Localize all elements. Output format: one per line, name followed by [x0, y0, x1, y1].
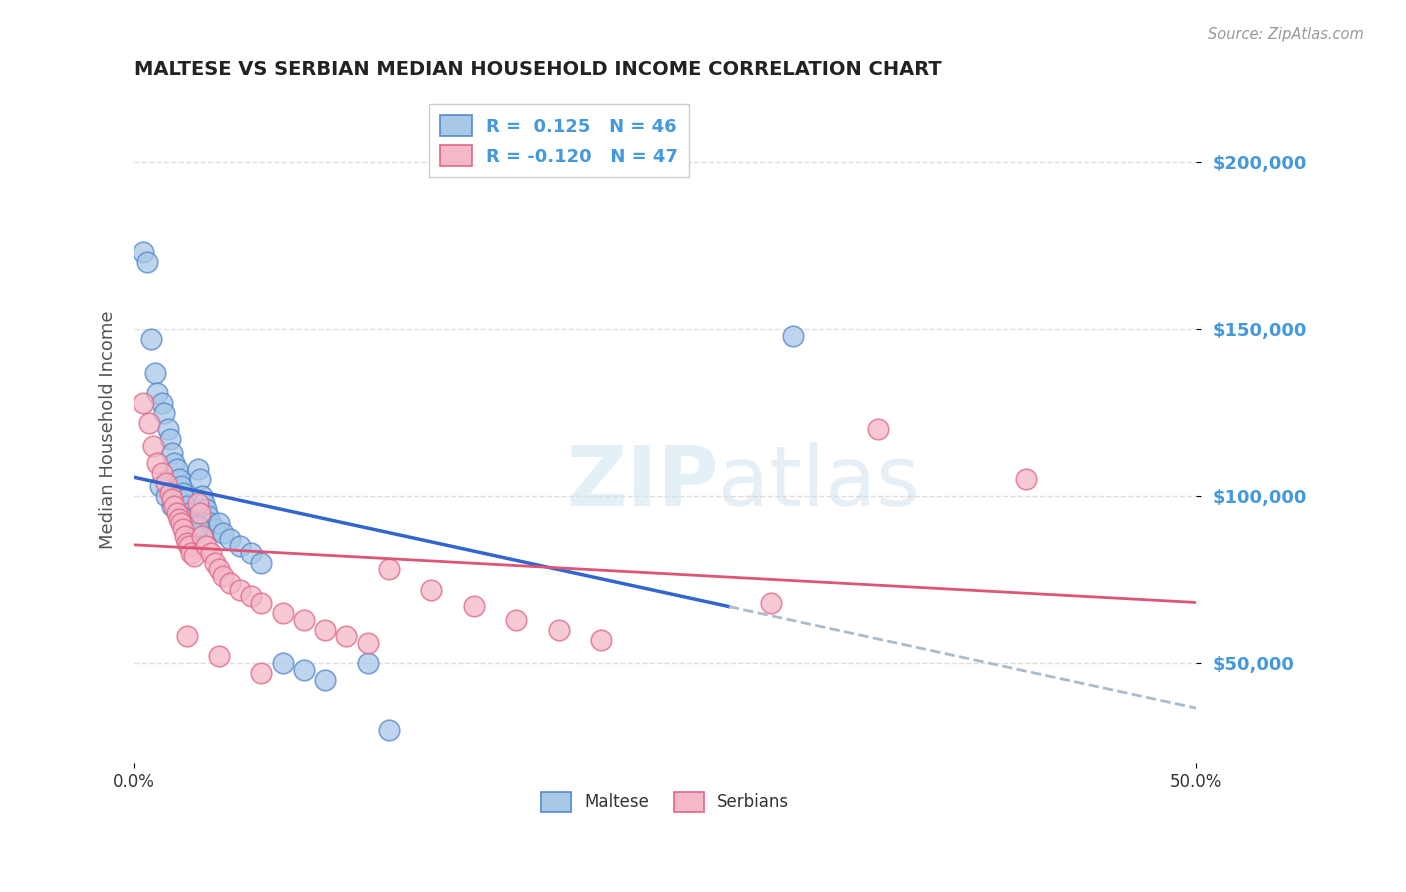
Point	[204, 523, 226, 537]
Point	[239, 589, 262, 603]
Point	[357, 636, 380, 650]
Point	[176, 629, 198, 643]
Point	[378, 562, 401, 576]
Point	[239, 546, 262, 560]
Text: atlas: atlas	[718, 442, 920, 524]
Point	[174, 492, 197, 507]
Point	[166, 506, 188, 520]
Point	[162, 492, 184, 507]
Point	[463, 599, 485, 614]
Point	[335, 629, 357, 643]
Point	[167, 472, 190, 486]
Point	[157, 422, 180, 436]
Point	[183, 549, 205, 563]
Point	[180, 512, 202, 526]
Point	[188, 506, 211, 520]
Point	[1015, 472, 1038, 486]
Point	[150, 466, 173, 480]
Point	[212, 569, 235, 583]
Point	[212, 525, 235, 540]
Point	[197, 509, 219, 524]
Text: ZIP: ZIP	[565, 442, 718, 524]
Point	[155, 489, 177, 503]
Point	[155, 475, 177, 490]
Point	[250, 556, 273, 570]
Point	[152, 406, 174, 420]
Point	[162, 499, 184, 513]
Point	[183, 519, 205, 533]
Point	[142, 439, 165, 453]
Point	[172, 523, 194, 537]
Point	[148, 479, 170, 493]
Point	[188, 472, 211, 486]
Point	[131, 245, 153, 260]
Point	[150, 395, 173, 409]
Point	[292, 613, 315, 627]
Point	[176, 499, 198, 513]
Point	[180, 546, 202, 560]
Point	[138, 416, 160, 430]
Point	[208, 649, 231, 664]
Point	[420, 582, 443, 597]
Point	[782, 328, 804, 343]
Point	[179, 539, 201, 553]
Point	[170, 509, 193, 524]
Point	[229, 582, 252, 597]
Point	[176, 536, 198, 550]
Point	[166, 462, 188, 476]
Point	[146, 385, 169, 400]
Point	[187, 519, 209, 533]
Point	[218, 575, 240, 590]
Point	[505, 613, 527, 627]
Point	[200, 516, 222, 530]
Legend: Maltese, Serbians: Maltese, Serbians	[531, 782, 800, 822]
Point	[167, 512, 190, 526]
Point	[184, 525, 207, 540]
Point	[548, 623, 571, 637]
Point	[163, 499, 186, 513]
Point	[761, 596, 783, 610]
Point	[143, 366, 166, 380]
Point	[174, 529, 197, 543]
Point	[146, 456, 169, 470]
Point	[378, 723, 401, 737]
Point	[191, 529, 214, 543]
Point	[314, 673, 336, 687]
Point	[250, 665, 273, 680]
Point	[292, 663, 315, 677]
Point	[193, 496, 215, 510]
Point	[271, 656, 294, 670]
Point	[159, 485, 181, 500]
Point	[191, 489, 214, 503]
Text: MALTESE VS SERBIAN MEDIAN HOUSEHOLD INCOME CORRELATION CHART: MALTESE VS SERBIAN MEDIAN HOUSEHOLD INCO…	[134, 60, 942, 78]
Point	[170, 479, 193, 493]
Point	[208, 516, 231, 530]
Point	[131, 395, 153, 409]
Point	[170, 516, 193, 530]
Point	[163, 456, 186, 470]
Y-axis label: Median Household Income: Median Household Income	[100, 310, 117, 549]
Point	[159, 432, 181, 446]
Point	[200, 546, 222, 560]
Point	[271, 606, 294, 620]
Point	[208, 562, 231, 576]
Point	[218, 533, 240, 547]
Point	[229, 539, 252, 553]
Point	[179, 506, 201, 520]
Point	[250, 596, 273, 610]
Point	[187, 462, 209, 476]
Point	[187, 496, 209, 510]
Point	[195, 539, 218, 553]
Point	[172, 485, 194, 500]
Text: Source: ZipAtlas.com: Source: ZipAtlas.com	[1208, 27, 1364, 42]
Point	[866, 422, 889, 436]
Point	[135, 255, 157, 269]
Point	[591, 632, 613, 647]
Point	[204, 556, 226, 570]
Point	[162, 445, 184, 459]
Point	[195, 502, 218, 516]
Point	[357, 656, 380, 670]
Point	[314, 623, 336, 637]
Point	[139, 332, 162, 346]
